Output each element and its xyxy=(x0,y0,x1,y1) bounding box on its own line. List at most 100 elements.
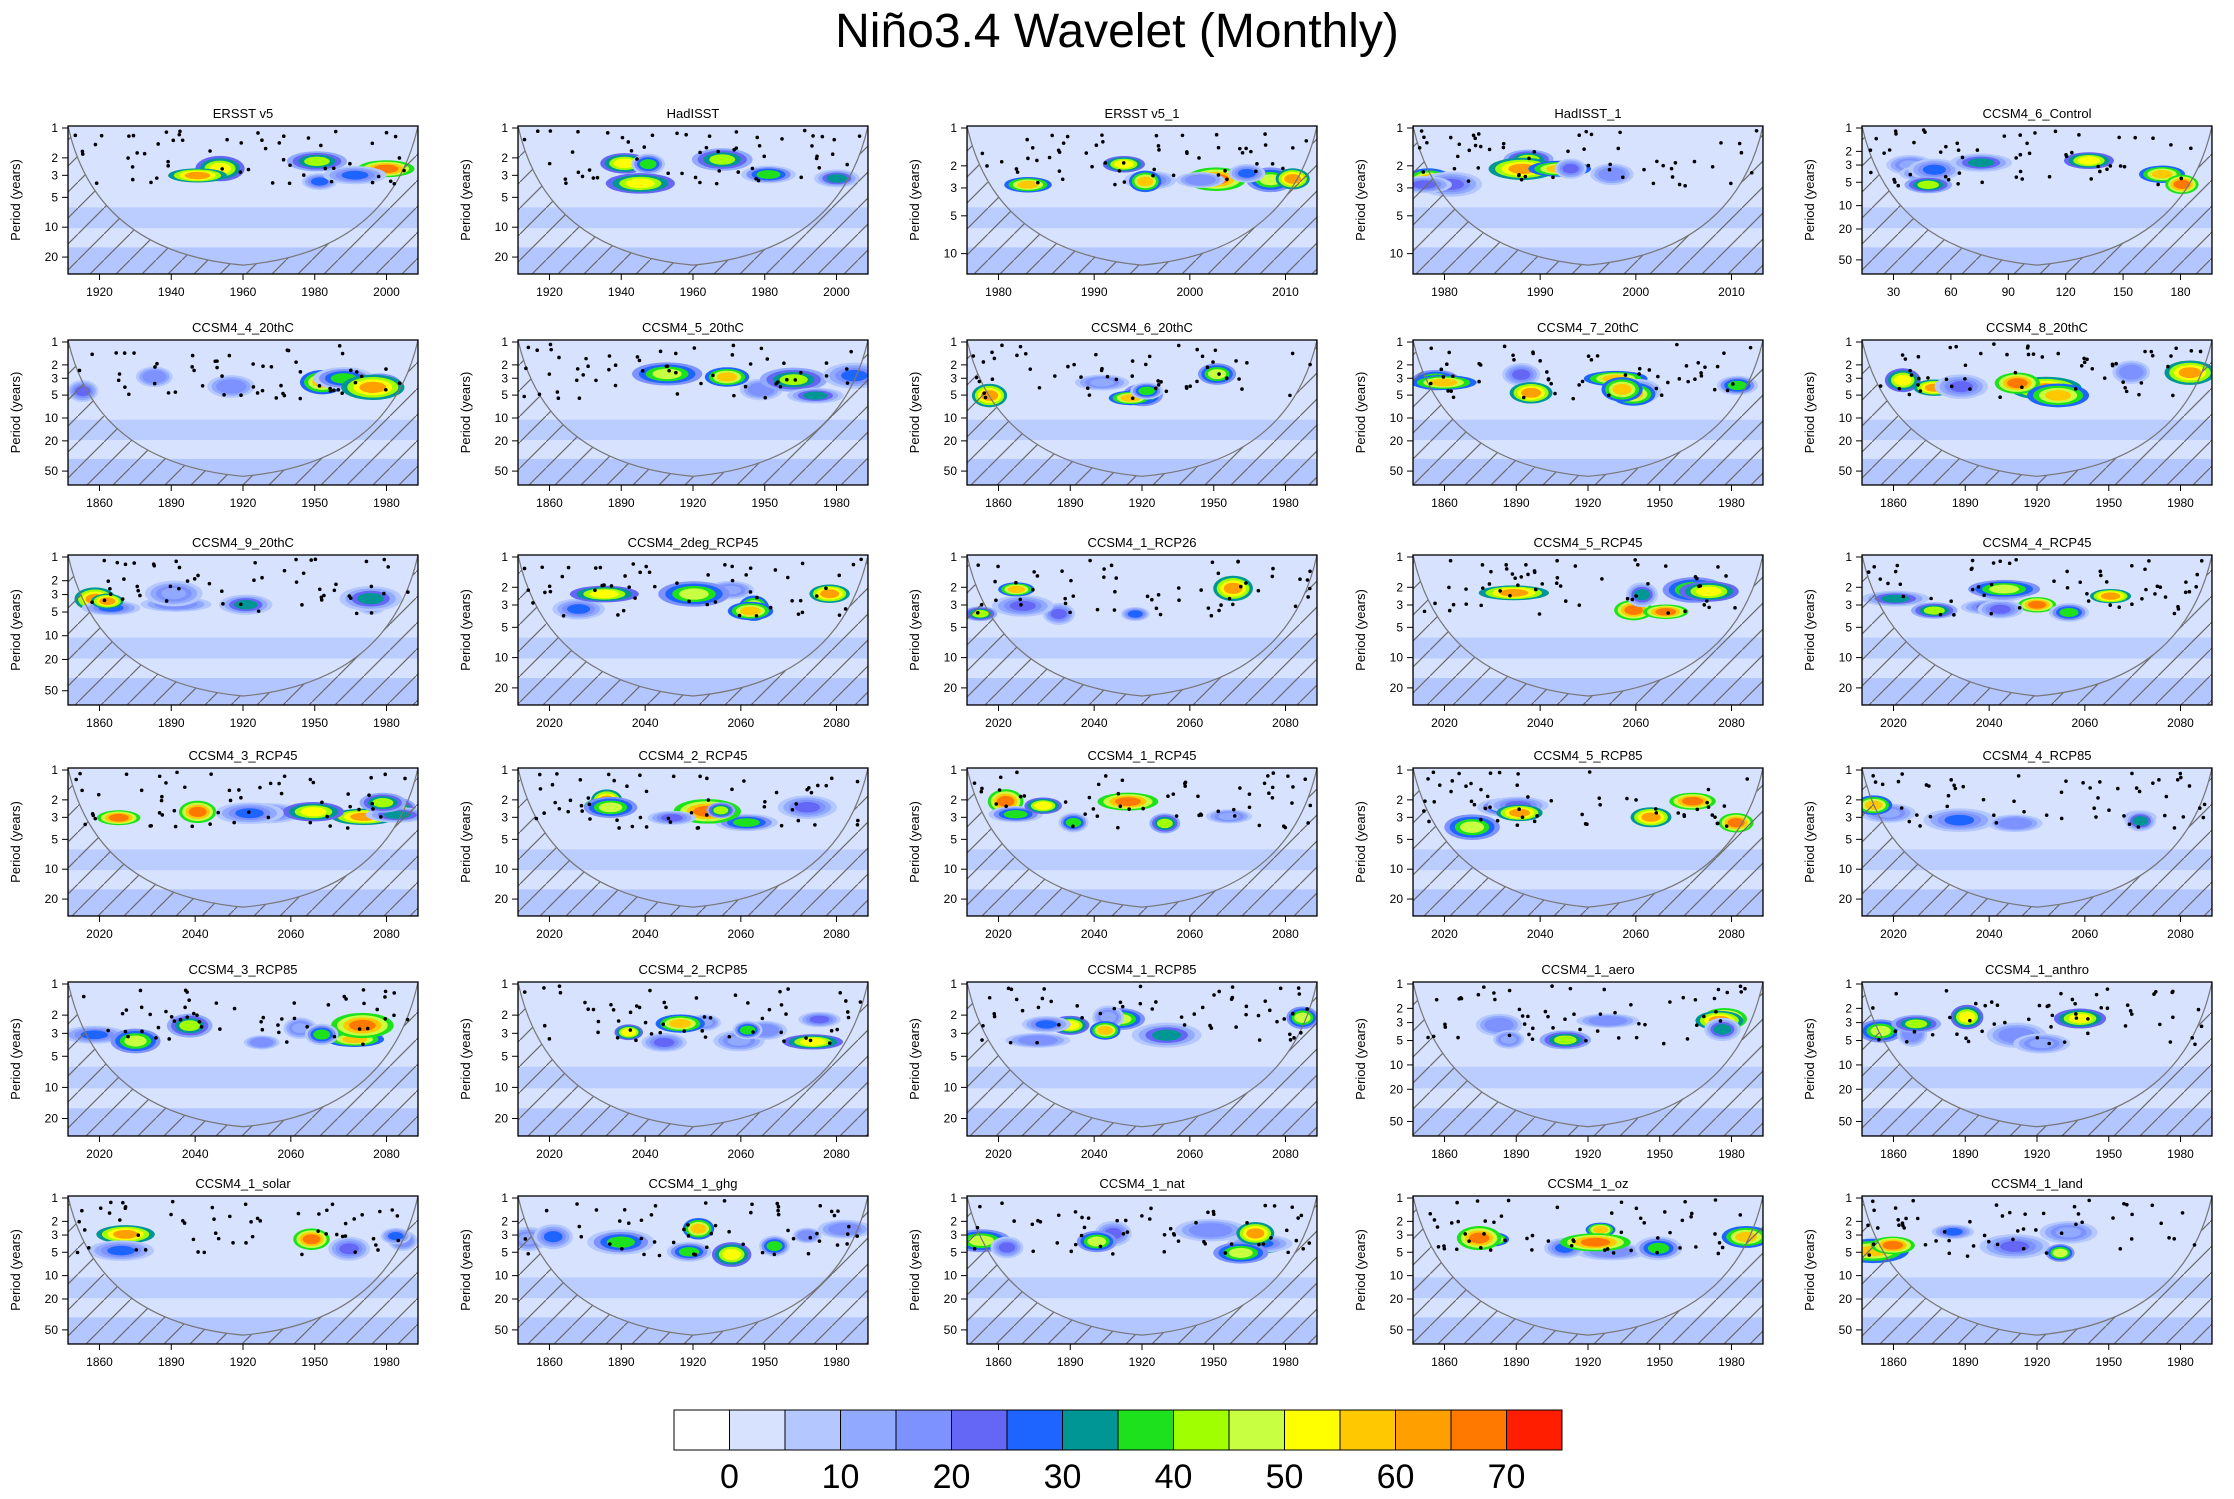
significance-dot xyxy=(2086,1017,2090,1021)
significance-dot xyxy=(362,1001,366,1006)
significance-dot xyxy=(2047,1041,2051,1046)
significance-dot xyxy=(108,592,113,596)
significance-dot xyxy=(628,1028,633,1032)
significance-dot xyxy=(197,1019,202,1024)
significance-dot xyxy=(1683,183,1687,188)
significance-dot xyxy=(772,1252,777,1257)
significance-dot xyxy=(1244,146,1248,151)
y-tick-label: 2 xyxy=(501,358,508,372)
significance-dot xyxy=(1431,1034,1436,1039)
significance-dot xyxy=(1953,786,1958,791)
significance-dot xyxy=(629,148,634,153)
x-tick-label: 2020 xyxy=(536,927,563,941)
significance-dot xyxy=(1517,1007,1522,1012)
significance-dot xyxy=(260,138,264,143)
significance-dot xyxy=(2047,1003,2051,1008)
significance-dot xyxy=(2059,816,2064,821)
significance-dot xyxy=(309,558,313,562)
significance-dot xyxy=(403,776,407,781)
power-blob xyxy=(1681,797,1704,806)
significance-dot xyxy=(1573,564,1578,568)
significance-dot xyxy=(1870,1199,1875,1204)
y-tick-label: 2 xyxy=(501,1214,508,1228)
y-axis-label: Period (years) xyxy=(1353,801,1368,883)
significance-dot xyxy=(1026,156,1030,161)
x-tick-label: 2040 xyxy=(1976,716,2003,730)
significance-dot xyxy=(858,1000,863,1004)
significance-dot xyxy=(1519,177,1524,182)
power-blob xyxy=(1050,608,1067,620)
significance-dot xyxy=(1035,158,1039,163)
significance-dot xyxy=(612,778,616,783)
significance-dot xyxy=(668,820,673,824)
significance-dot xyxy=(1180,133,1185,138)
y-tick-label: 50 xyxy=(495,1323,509,1337)
x-tick-label: 2000 xyxy=(823,285,850,299)
y-tick-label: 2 xyxy=(950,1214,957,1228)
y-tick-label: 3 xyxy=(1845,1016,1852,1030)
significance-dot xyxy=(251,385,256,389)
significance-dot xyxy=(1975,148,1980,152)
significance-dot xyxy=(1057,1023,1061,1027)
y-tick-label: 1 xyxy=(1845,550,1852,564)
y-axis-label: Period (years) xyxy=(1802,589,1817,671)
significance-dot xyxy=(109,1200,113,1205)
significance-dot xyxy=(195,1013,199,1018)
power-blob xyxy=(621,1028,637,1037)
power-band xyxy=(1413,1066,1763,1089)
significance-dot xyxy=(183,1005,187,1010)
y-tick-label: 3 xyxy=(1396,1016,1403,1030)
significance-dot xyxy=(294,557,298,562)
y-tick-label: 10 xyxy=(495,1269,509,1283)
y-tick-label: 20 xyxy=(944,892,958,906)
significance-dot xyxy=(249,1220,253,1224)
significance-dot xyxy=(2013,370,2018,375)
significance-dot xyxy=(1678,1246,1682,1250)
significance-dot xyxy=(320,800,324,805)
significance-dot xyxy=(717,169,722,173)
significance-dot xyxy=(1422,809,1426,813)
significance-dot xyxy=(1125,1230,1130,1234)
significance-dot xyxy=(1162,1232,1167,1237)
y-tick-label: 1 xyxy=(950,121,957,135)
significance-dot xyxy=(576,170,581,175)
significance-dot xyxy=(621,608,626,613)
y-axis-label: Period (years) xyxy=(1353,1018,1368,1100)
significance-dot xyxy=(682,1029,687,1033)
significance-dot xyxy=(583,1000,587,1005)
significance-dot xyxy=(561,613,566,618)
y-tick-label: 50 xyxy=(944,1323,958,1337)
significance-dot xyxy=(255,1216,260,1221)
significance-dot xyxy=(256,609,261,613)
significance-dot xyxy=(992,1011,997,1016)
significance-dot xyxy=(164,781,168,785)
significance-dot xyxy=(1042,987,1046,991)
significance-dot xyxy=(1111,1252,1115,1256)
significance-dot xyxy=(77,368,82,373)
significance-dot xyxy=(732,393,736,398)
significance-dot xyxy=(1677,182,1682,187)
significance-dot xyxy=(277,141,282,145)
significance-dot xyxy=(1952,783,1956,788)
significance-dot xyxy=(1088,558,1092,563)
significance-dot xyxy=(308,777,313,782)
significance-dot xyxy=(779,1003,784,1007)
significance-dot xyxy=(1152,167,1157,172)
significance-dot xyxy=(1625,596,1630,601)
power-contours xyxy=(68,555,418,705)
significance-dot xyxy=(2153,989,2158,994)
significance-dot xyxy=(1188,384,1192,388)
significance-dot xyxy=(1956,148,1961,153)
y-tick-label: 2 xyxy=(501,151,508,165)
significance-dot xyxy=(2007,561,2012,566)
significance-dot xyxy=(1563,599,1568,603)
significance-dot xyxy=(1495,818,1500,823)
significance-dot xyxy=(191,1237,196,1242)
significance-dot xyxy=(253,560,257,565)
power-blob xyxy=(1521,387,1541,398)
significance-dot xyxy=(1245,361,1249,365)
significance-dot xyxy=(2026,344,2030,348)
significance-dot xyxy=(2059,1231,2064,1235)
y-tick-label: 5 xyxy=(950,388,957,402)
